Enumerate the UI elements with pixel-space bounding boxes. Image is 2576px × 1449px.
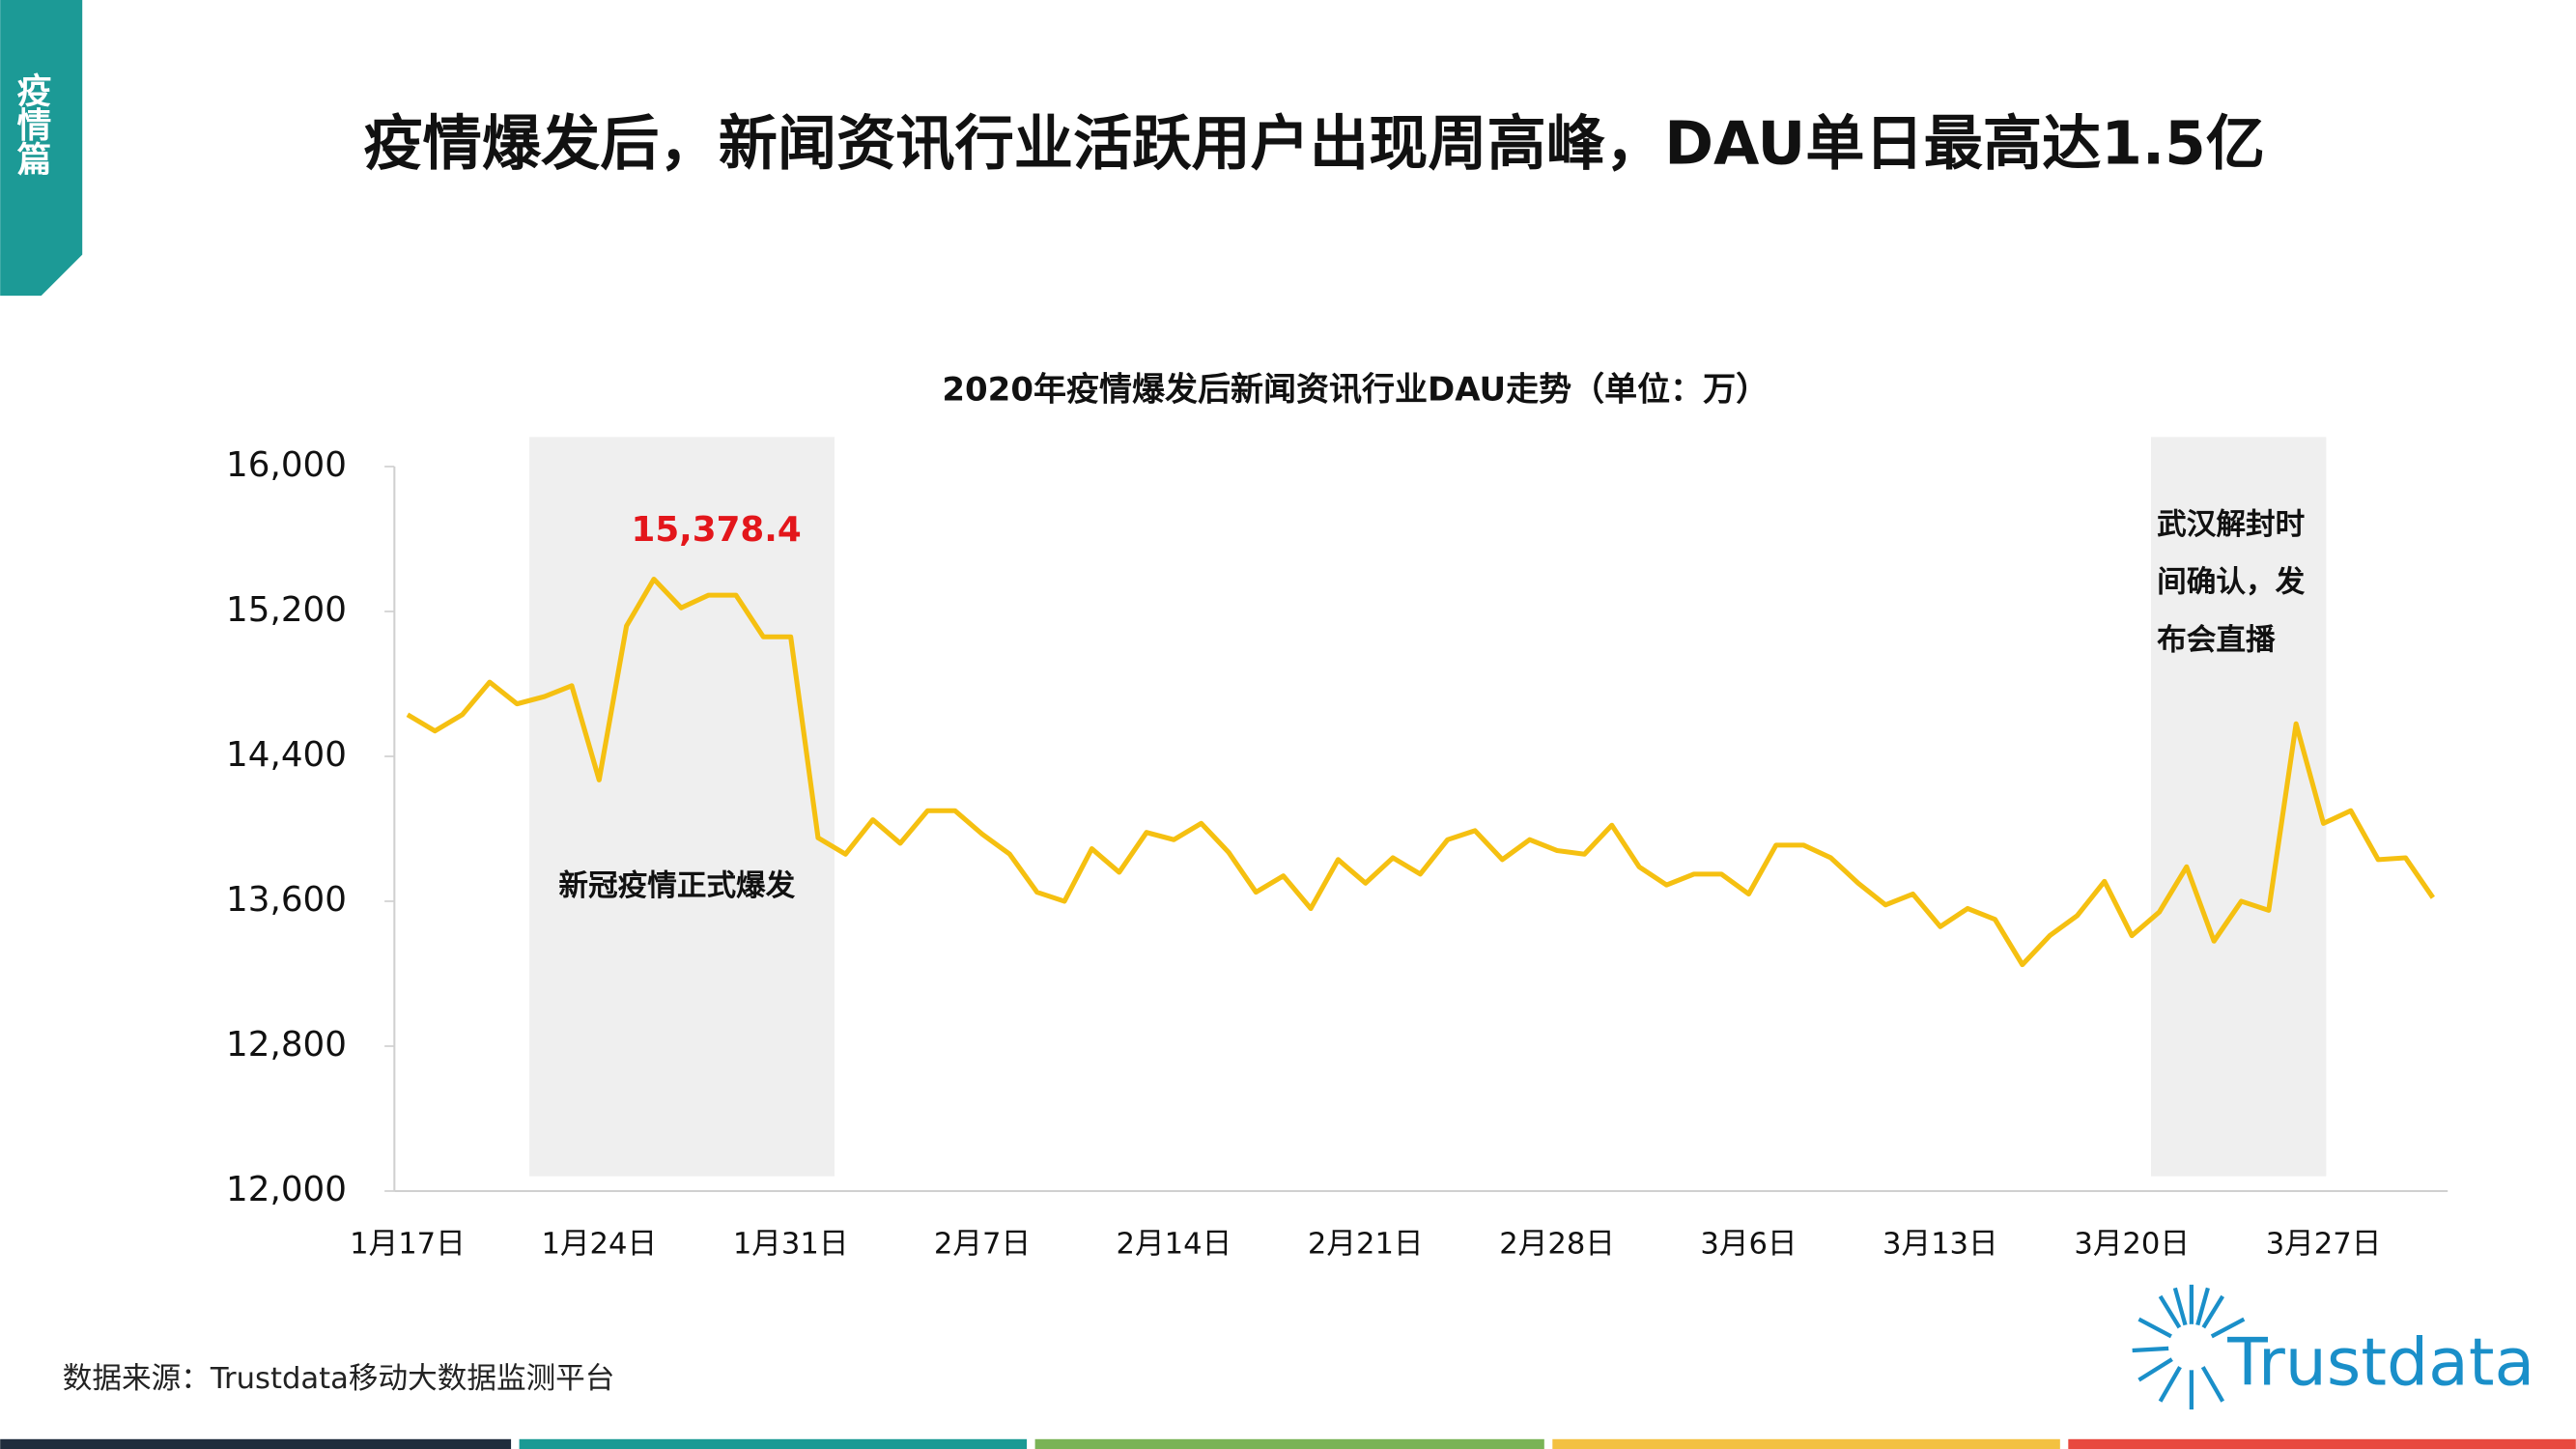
y-tick-label: 12,000 bbox=[226, 1170, 347, 1209]
x-tick-label: 3月6日 bbox=[1700, 1228, 1797, 1262]
footer-bar bbox=[0, 1438, 512, 1449]
y-tick-label: 12,800 bbox=[226, 1025, 347, 1065]
plot: 12,000 12,800 13,600 14,400 15,200 16,000 1月17… bbox=[226, 437, 2449, 1262]
event-band bbox=[2151, 437, 2327, 1177]
footer-bar bbox=[1552, 1438, 2060, 1449]
annotation: 新冠疫情正式爆发 bbox=[558, 869, 795, 903]
logo-text: Trustdata bbox=[2226, 1325, 2534, 1402]
data-label: 15,378.4 bbox=[632, 510, 802, 550]
logo-core bbox=[2168, 1323, 2215, 1371]
x-tick-label: 1月31日 bbox=[733, 1228, 849, 1262]
footer-bar bbox=[519, 1438, 1028, 1449]
footer-bar bbox=[2068, 1438, 2576, 1449]
footer-bar bbox=[1034, 1438, 1544, 1449]
event-band bbox=[529, 437, 835, 1177]
x-tick-label: 3月27日 bbox=[2266, 1228, 2382, 1262]
y-tick-label: 13,600 bbox=[226, 880, 347, 920]
x-tick-label: 2月14日 bbox=[1117, 1228, 1232, 1262]
x-tick-label: 3月20日 bbox=[2074, 1228, 2190, 1262]
y-tick-label: 16,000 bbox=[226, 445, 347, 485]
y-tick-label: 15,200 bbox=[226, 590, 347, 630]
x-tick-label: 3月13日 bbox=[1882, 1228, 1998, 1262]
side-tab bbox=[0, 0, 83, 297]
data-line bbox=[406, 576, 2435, 968]
x-tick-label: 2月28日 bbox=[1499, 1228, 1615, 1262]
chart-title: 2020年疫情爆发后新闻资讯行业DAU走势（单位：万） bbox=[942, 370, 1769, 409]
x-tick-label: 2月7日 bbox=[934, 1228, 1031, 1262]
annotation: 武汉解封时间确认，发布会直播 bbox=[2157, 508, 2305, 657]
x-tick-label: 2月21日 bbox=[1308, 1228, 1424, 1262]
y-tick-label: 14,400 bbox=[226, 735, 347, 775]
source: 数据来源：Trustdata移动大数据监测平台 bbox=[63, 1362, 615, 1396]
side-tab-text: 疫情篇 bbox=[12, 72, 51, 176]
x-tick-label: 1月24日 bbox=[541, 1228, 657, 1262]
x-tick-label: 1月17日 bbox=[350, 1228, 466, 1262]
slide-title: 疫情爆发后，新闻资讯行业活跃用户出现周高峰，DAU单日最高达1.5亿 bbox=[363, 110, 2265, 179]
